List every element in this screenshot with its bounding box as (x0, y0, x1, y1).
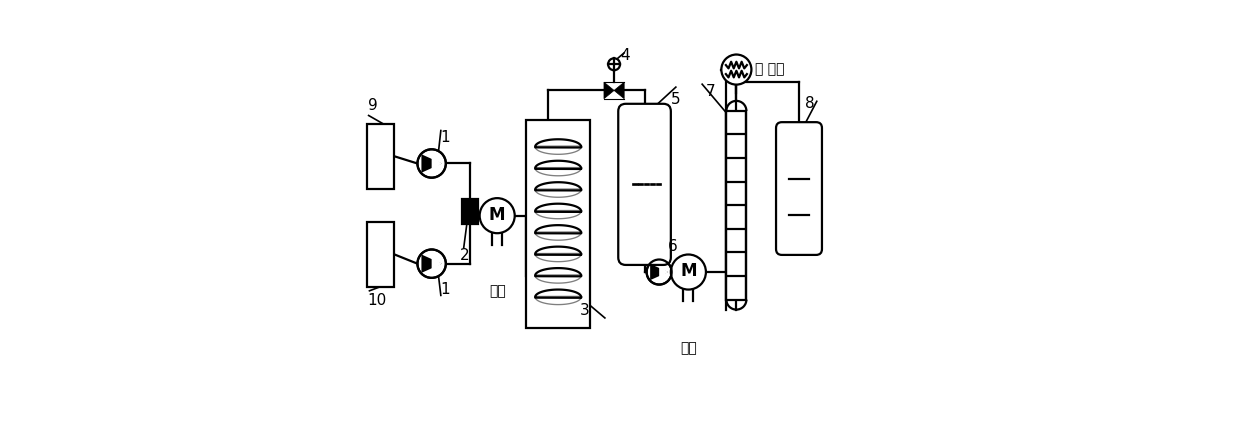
Polygon shape (431, 157, 442, 170)
Text: 预热: 预热 (680, 341, 696, 355)
Circle shape (418, 149, 446, 178)
Text: 9: 9 (368, 99, 378, 113)
Text: 10: 10 (368, 293, 387, 308)
Polygon shape (421, 154, 442, 173)
Polygon shape (421, 255, 442, 273)
FancyBboxPatch shape (618, 104, 670, 265)
Text: 二 预热: 二 预热 (755, 63, 784, 77)
Text: 5: 5 (670, 92, 680, 107)
Text: 7: 7 (706, 84, 715, 99)
Text: 1: 1 (440, 130, 450, 145)
Text: 3: 3 (580, 303, 590, 318)
Text: M: M (680, 262, 696, 280)
Polygon shape (603, 82, 615, 99)
Circle shape (418, 250, 446, 278)
Bar (726, 111, 746, 299)
Bar (367, 222, 394, 287)
Circle shape (721, 55, 751, 85)
Polygon shape (650, 264, 668, 280)
Text: M: M (489, 206, 506, 224)
Text: 6: 6 (668, 239, 678, 254)
Circle shape (647, 259, 672, 285)
FancyBboxPatch shape (776, 122, 821, 255)
Text: 8: 8 (805, 96, 815, 111)
Text: 4: 4 (621, 48, 629, 63)
Bar (462, 199, 478, 224)
Circle shape (479, 198, 514, 233)
Bar (367, 124, 394, 189)
Polygon shape (659, 266, 668, 278)
Circle shape (670, 255, 706, 290)
Polygon shape (431, 257, 442, 270)
Polygon shape (615, 82, 624, 99)
Text: 2: 2 (460, 248, 470, 263)
Text: 1: 1 (440, 283, 450, 297)
Bar (525, 120, 590, 328)
Text: 预热: 预热 (489, 285, 506, 299)
